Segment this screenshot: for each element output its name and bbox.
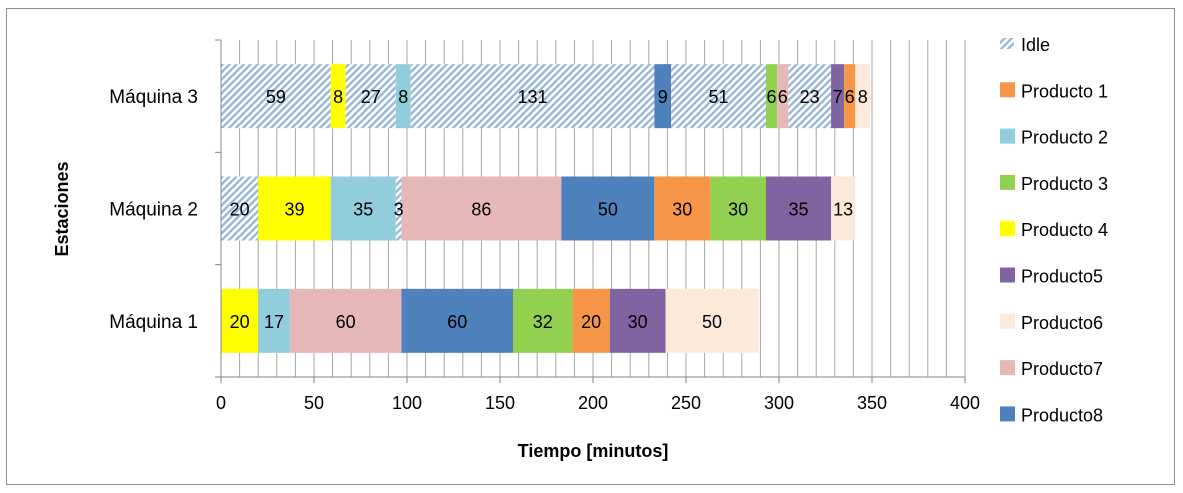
x-tick-label: 200	[578, 393, 608, 413]
bar-segment	[844, 64, 856, 129]
legend: Idle Producto 1 Producto 2 Producto 3 Produc…	[1000, 35, 1108, 425]
bar-segment	[330, 176, 396, 241]
legend-label: Producto 2	[1021, 128, 1108, 148]
legend-swatch	[1000, 82, 1015, 98]
bar-segment	[710, 176, 766, 241]
bar-segment	[572, 288, 610, 353]
bar-segment	[258, 176, 331, 241]
bar-value-label: 60	[336, 312, 356, 332]
bar-segment	[221, 288, 259, 353]
category-label: Máquina 2	[109, 200, 198, 221]
legend-label: Producto8	[1021, 405, 1103, 425]
bar-value-label: 35	[789, 200, 809, 220]
category-label: Máquina 3	[109, 87, 198, 108]
bar-segment	[258, 288, 290, 353]
legend-label: Producto6	[1021, 313, 1103, 333]
bar-value-label: 8	[398, 87, 408, 107]
bar-segment	[221, 176, 259, 241]
bar-segment	[395, 176, 402, 241]
bar-segment	[831, 64, 845, 129]
bar-segment	[401, 288, 514, 353]
x-tick-label: 300	[764, 393, 794, 413]
bar-segment	[609, 288, 666, 353]
x-tick-label: 150	[485, 393, 515, 413]
legend-swatch	[1000, 128, 1015, 144]
x-tick-label: 400	[950, 393, 980, 413]
bar-segment	[513, 288, 573, 353]
bar-value-label: 32	[533, 312, 553, 332]
bar-value-label: 7	[833, 87, 843, 107]
bar-segment	[765, 176, 832, 241]
x-tick-label: 250	[671, 393, 701, 413]
bar-value-label: 20	[230, 200, 250, 220]
legend-swatch	[1000, 174, 1015, 190]
bar-segment	[221, 64, 331, 129]
legend-swatch	[1000, 360, 1015, 376]
bars	[221, 64, 871, 353]
bar-value-label: 51	[709, 87, 729, 107]
bar-segment	[395, 64, 411, 129]
bar-value-label: 9	[658, 87, 668, 107]
legend-label: Idle	[1021, 35, 1050, 55]
x-tick-label: 100	[392, 393, 422, 413]
bar-segment	[654, 64, 672, 129]
bar-segment	[788, 64, 832, 129]
bar-value-label: 30	[628, 312, 648, 332]
x-tick-label: 350	[857, 393, 887, 413]
legend-swatch	[1000, 313, 1015, 329]
bar-value-label: 50	[598, 200, 618, 220]
legend-label: Producto 4	[1021, 220, 1108, 240]
bar-value-label: 27	[361, 87, 381, 107]
bar-value-label: 20	[581, 312, 601, 332]
bar-value-label: 23	[800, 87, 820, 107]
bar-segment	[410, 64, 655, 129]
legend-label: Producto 1	[1021, 81, 1108, 101]
bar-segment	[855, 64, 871, 129]
bar-value-label: 20	[230, 312, 250, 332]
x-tick-label: 0	[216, 393, 226, 413]
bar-value-label: 30	[672, 200, 692, 220]
bar-segment	[289, 288, 402, 353]
bar-value-label: 59	[266, 87, 286, 107]
bar-value-label: 8	[858, 87, 868, 107]
bar-segment	[345, 64, 396, 129]
bar-value-label: 6	[767, 87, 777, 107]
legend-label: Producto5	[1021, 267, 1103, 287]
bar-segment	[665, 288, 759, 353]
y-axis-title: Estaciones	[52, 161, 72, 256]
bar-segment	[671, 64, 766, 129]
bar-value-label: 13	[833, 200, 853, 220]
bar-value-label: 131	[518, 87, 548, 107]
legend-swatch	[1000, 406, 1015, 422]
bar-value-label: 3	[394, 200, 404, 220]
bar-segment	[831, 176, 856, 241]
bar-value-label: 60	[447, 312, 467, 332]
legend-label: Producto 3	[1021, 174, 1108, 194]
category-label: Máquina 1	[109, 312, 198, 333]
legend-swatch	[1000, 221, 1015, 237]
bar-value-label: 30	[728, 200, 748, 220]
bar-segment	[654, 176, 711, 241]
legend-swatch	[1000, 38, 1014, 49]
x-axis-title: Tiempo [minutos]	[518, 441, 669, 461]
bar-value-label: 8	[333, 87, 343, 107]
legend-swatch	[1000, 267, 1015, 283]
bar-value-label: 39	[284, 200, 304, 220]
bar-segment	[561, 176, 655, 241]
bar-segment	[401, 176, 562, 241]
bar-segment	[330, 64, 346, 129]
bar-segment	[765, 64, 778, 129]
bar-value-label: 6	[778, 87, 788, 107]
bar-value-label: 35	[353, 200, 373, 220]
legend-label: Producto7	[1021, 359, 1103, 379]
bar-value-label: 17	[264, 312, 284, 332]
bar-value-label: 86	[471, 200, 491, 220]
bar-value-label: 50	[702, 312, 722, 332]
x-tick-label: 50	[304, 393, 324, 413]
bar-value-label: 6	[845, 87, 855, 107]
bar-segment	[777, 64, 789, 129]
